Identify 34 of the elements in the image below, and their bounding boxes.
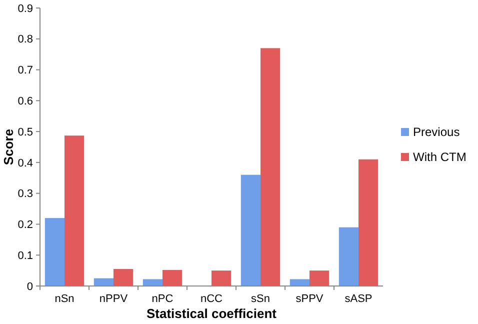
bar [212,270,232,286]
bar [162,270,182,286]
x-tick-label: sSn [251,293,270,305]
x-tick-label: nPC [152,293,174,305]
bar [240,174,260,286]
x-tick-label: nSn [54,293,74,305]
bar [94,278,114,286]
y-tick-label: 0.5 [18,126,33,138]
bar [338,227,358,286]
bar [260,48,280,286]
x-tick-label: sPPV [296,293,324,305]
bar [358,159,378,286]
legend-label: With CTM [413,150,466,164]
x-axis-title: Statistical coefficient [146,306,278,321]
y-axis-title: Score [1,128,16,166]
x-tick-label: sASP [344,293,372,305]
legend-label: Previous [413,125,460,140]
y-tick-label: 0.4 [18,157,33,170]
y-tick-label: 0.6 [18,96,33,108]
y-tick-label: 0.7 [18,64,33,77]
bar [142,279,162,286]
y-tick-label: 0 [26,280,33,293]
bar [290,279,310,286]
bar [64,136,84,286]
bar [310,270,330,286]
bar [44,218,64,286]
y-tick-label: 0.1 [18,250,33,262]
y-tick-label: 0.8 [18,34,33,46]
x-tick-label: nPPV [99,293,128,305]
y-tick-label: 0.3 [18,188,33,200]
x-tick-label: nCC [200,293,223,305]
y-tick-label: 0.9 [18,2,33,15]
bar [114,269,134,286]
y-tick-label: 0.2 [18,219,33,232]
